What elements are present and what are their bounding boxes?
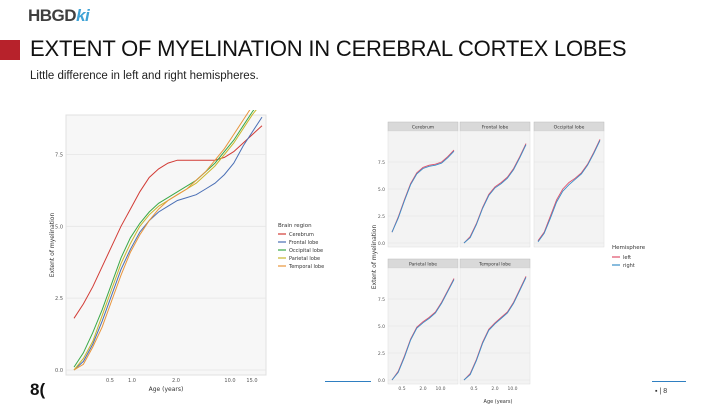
chart2-x-tick-label: 0.5 <box>470 386 477 392</box>
chart2-y-tick-label: 7.5 <box>378 297 385 303</box>
chart2-panel: Occipital lobe <box>533 121 605 248</box>
chart1-legend-title: Brain region <box>278 223 312 229</box>
footer-divider-right <box>652 381 686 382</box>
chart-brain-region: 0.0 2.5 5.0 7.5 0.5 1.0 2.0 10.0 15.0 Extent of… <box>49 110 324 393</box>
chart2-panel-title: Parietal lobe <box>409 262 437 268</box>
chart2-legend-label: right <box>623 263 635 269</box>
chart1-series-line <box>73 125 263 319</box>
chart1-legend-label: Frontal lobe <box>289 240 318 246</box>
slide-subtitle: Little difference in left and right hemi… <box>30 70 259 82</box>
chart1-x-axis-label: Age (years) <box>149 386 184 393</box>
chart1-x-tick-label: 1.0 <box>128 378 136 384</box>
chart2-legend-label: left <box>623 255 631 261</box>
chart1-legend: Brain region Cerebrum Frontal lobe Occipit… <box>278 223 324 270</box>
chart2-panel-title: Frontal lobe <box>482 125 509 131</box>
chart2-series-line <box>537 140 601 243</box>
chart2-y-tick-label: 7.5 <box>378 160 385 166</box>
chart1-x-tick-label: 2.0 <box>172 378 180 384</box>
chart2-x-tick-label: 10.0 <box>507 386 517 392</box>
chart1-y-axis-label: Extent of myelination <box>49 213 56 278</box>
chart1-y-tick-label: 5.0 <box>55 224 63 230</box>
chart2-panel-title: Occipital lobe <box>554 125 585 131</box>
chart1-y-tick-label: 2.5 <box>55 296 63 302</box>
footer-divider-left <box>325 381 371 382</box>
chart2-x-axis-label: Age (years) <box>484 399 513 405</box>
chart2-panel-title: Cerebrum <box>412 125 434 131</box>
chart1-legend-label: Temporal lobe <box>288 264 324 270</box>
logo-main-text: HBGD <box>28 6 77 25</box>
chart1-legend-label: Occipital lobe <box>289 248 323 254</box>
chart2-series-line <box>537 139 601 242</box>
chart2-y-tick-label: 0.0 <box>378 378 385 384</box>
title-accent-bar <box>0 40 20 60</box>
chart2-y-tick-label: 5.0 <box>378 324 385 330</box>
chart2-y-tick-label: 2.5 <box>378 214 385 220</box>
chart1-series-line <box>73 116 263 371</box>
chart2-panel: Cerebrum 0.0 2.5 5.0 7.5 <box>378 121 459 248</box>
chart2-x-tick-label: 0.5 <box>398 386 405 392</box>
footer-logo: 8( <box>30 380 46 399</box>
chart1-x-tick-label: 0.5 <box>106 378 114 384</box>
chart2-x-tick-label: 2.0 <box>419 386 426 392</box>
chart2-y-tick-label: 2.5 <box>378 351 385 357</box>
chart2-y-tick-label: 5.0 <box>378 187 385 193</box>
chart2-x-tick-label: 2.0 <box>491 386 498 392</box>
chart1-legend-label: Cerebrum <box>289 232 314 238</box>
chart1-y-tick-label: 0.0 <box>55 368 63 374</box>
chart2-series-line <box>463 277 527 381</box>
chart2-series-line <box>463 144 527 244</box>
chart2-series-line <box>391 150 455 233</box>
chart1-y-tick-label: 7.5 <box>55 152 63 158</box>
chart1-series-line <box>73 110 255 368</box>
chart1-plot-background <box>65 114 267 376</box>
slide-title: EXTENT OF MYELINATION IN CEREBRAL CORTEX… <box>30 36 627 61</box>
page-number: 8 <box>663 388 668 395</box>
chart2-panel-title: Temporal lobe <box>478 262 511 268</box>
chart-hemisphere-facets: Extent of myelination Age (years) Cerebr… <box>371 121 646 405</box>
chart2-legend-title: Hemisphere <box>612 245 646 251</box>
chart2-x-tick-label: 10.0 <box>435 386 445 392</box>
logo-ki-text: ki <box>76 6 90 25</box>
chart2-series-line <box>391 279 455 381</box>
chart2-y-tick-label: 0.0 <box>378 241 385 247</box>
chart1-legend-label: Parietal lobe <box>289 256 320 262</box>
page-marker: ▪ | 8 <box>655 388 668 395</box>
chart1-x-tick-label: 10.0 <box>224 378 235 384</box>
chart1-x-tick-label: 15.0 <box>246 378 257 384</box>
chart1-series-line <box>73 110 251 371</box>
chart2-legend: Hemisphere left right <box>612 245 646 269</box>
chart2-panel: Frontal lobe <box>459 121 531 248</box>
chart2-y-axis-label: Extent of myelination <box>371 225 378 290</box>
chart2-panel: Parietal lobe 0.0 2.5 5.0 7.5 0.5 2.0 10.0 <box>378 258 459 392</box>
chart2-panel: Temporal lobe 0.5 2.0 10.0 <box>459 258 531 392</box>
hbgdki-logo: HBGDki <box>28 6 90 26</box>
